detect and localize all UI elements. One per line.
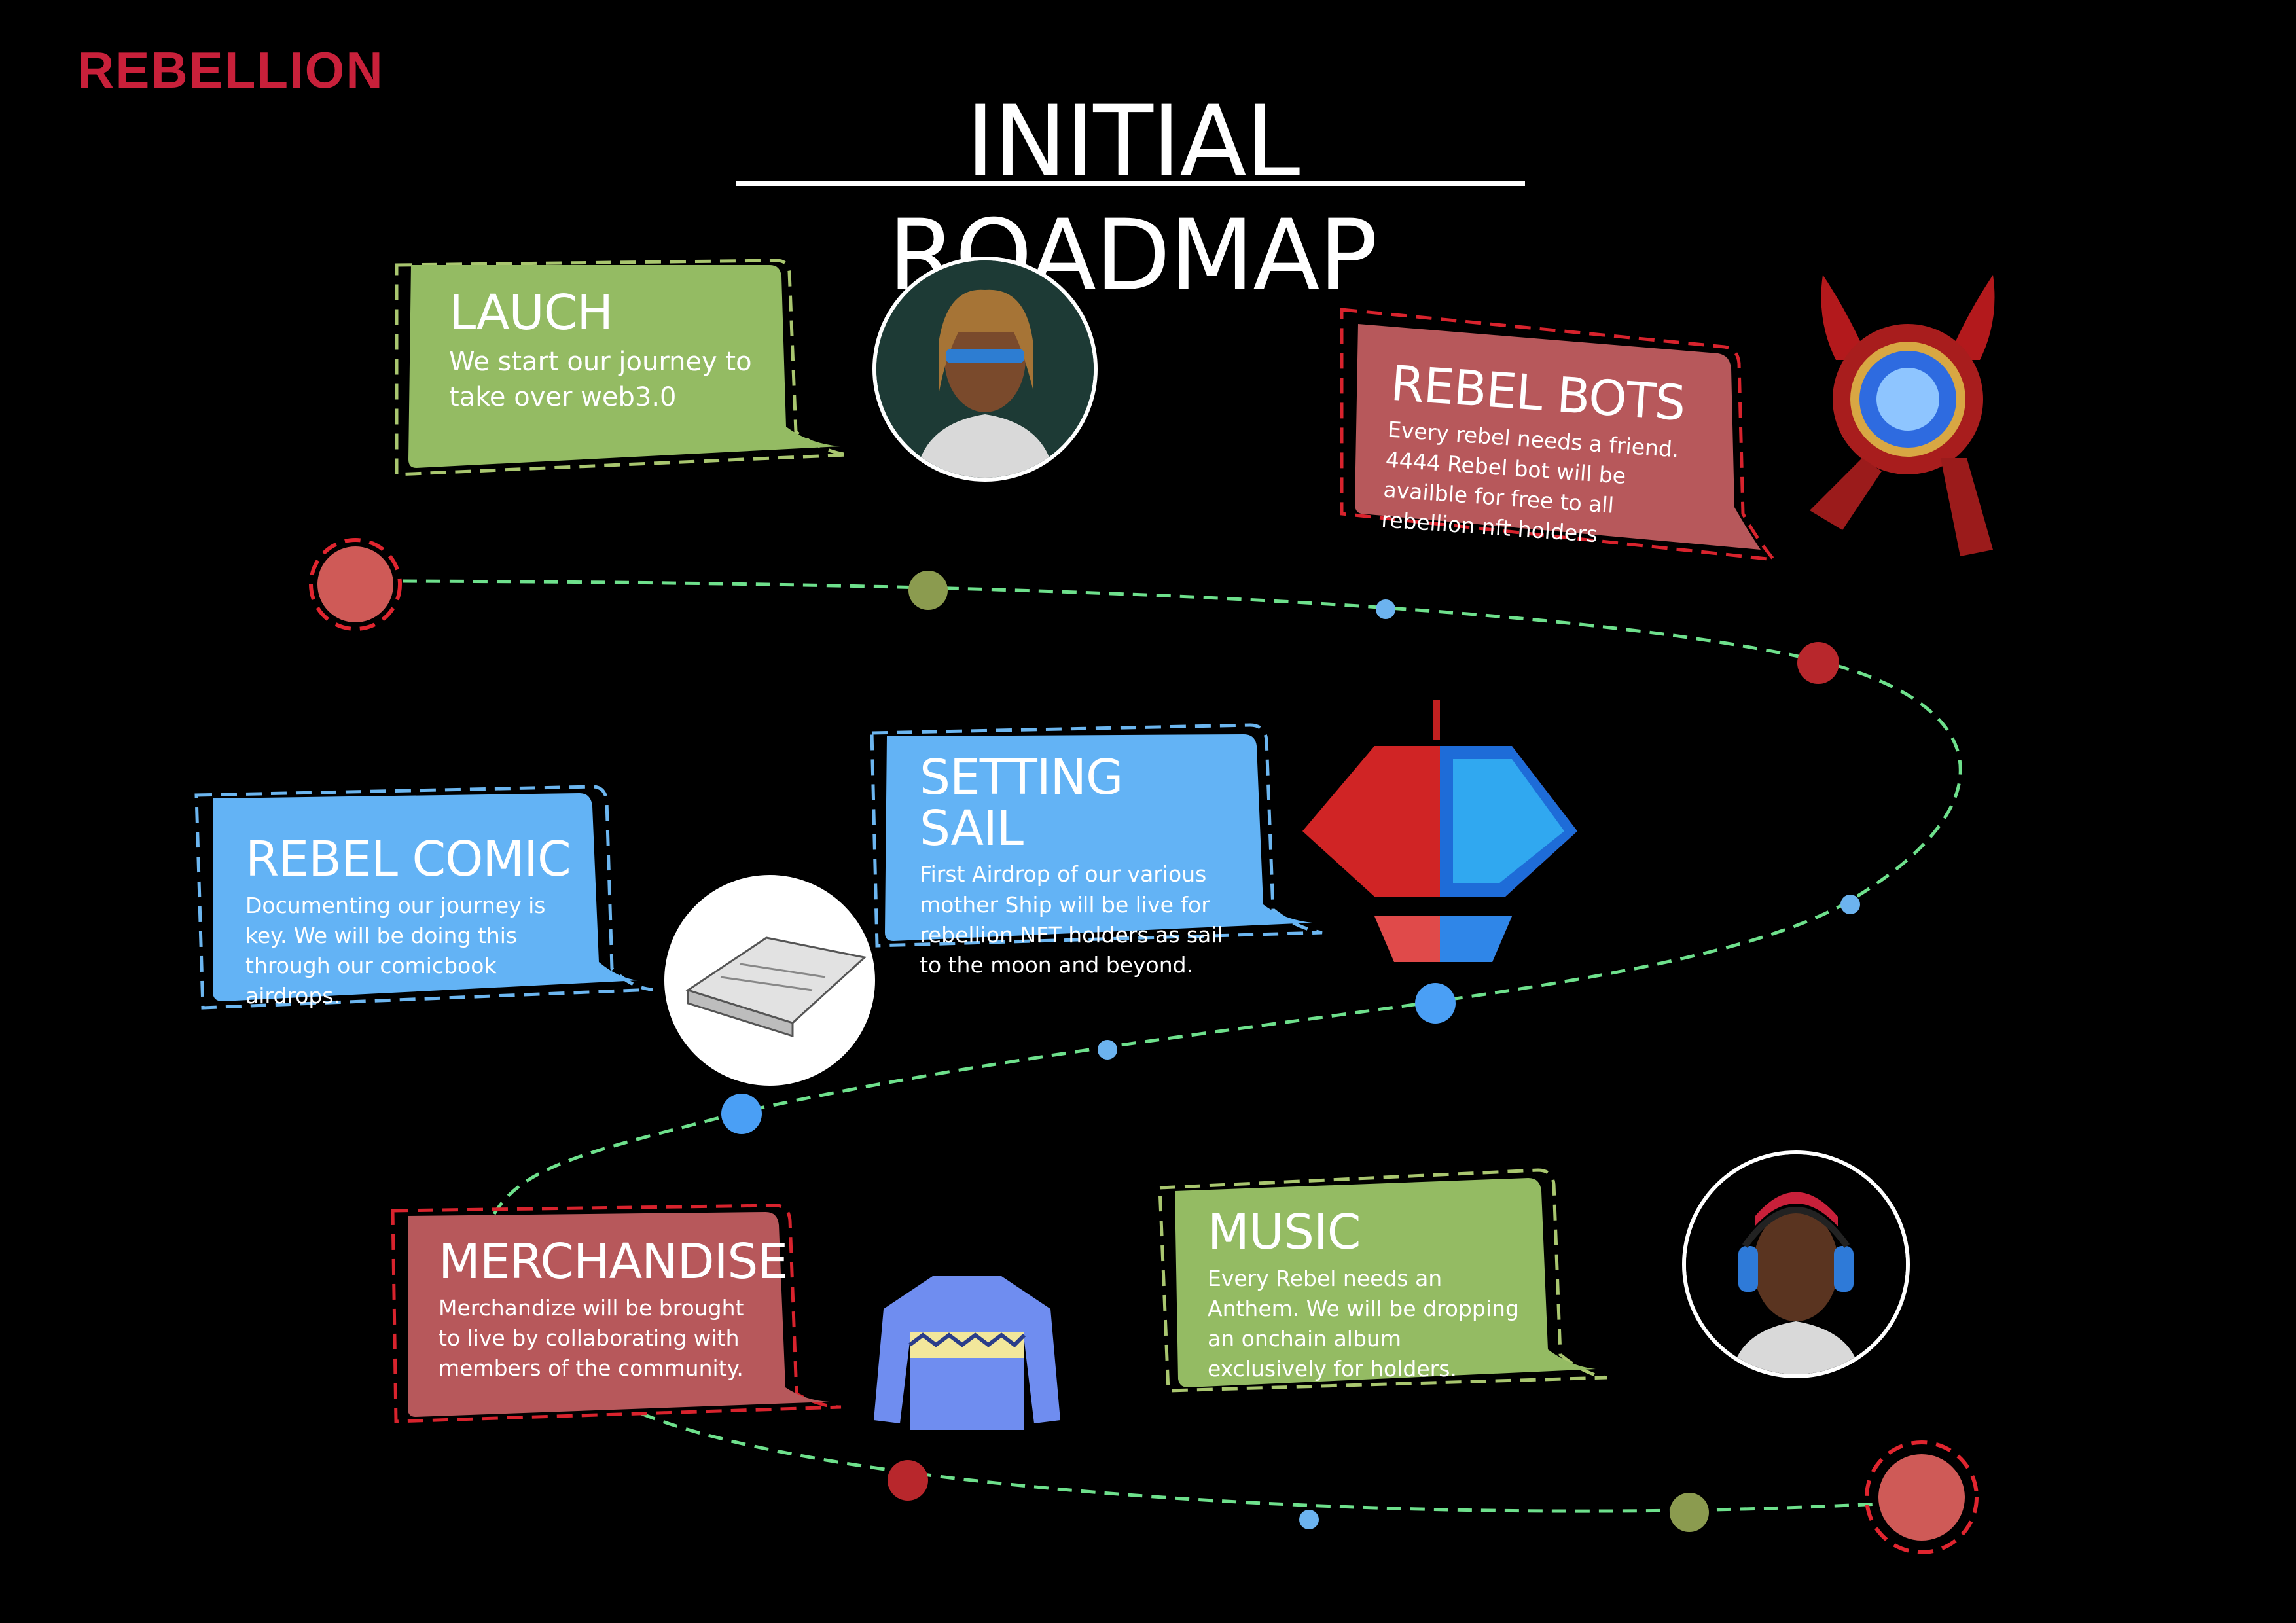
sweater-icon bbox=[874, 1270, 1060, 1430]
milestone-text: We start our journey to take over web3.0 bbox=[449, 346, 752, 412]
milestone-music: MUSIC Every Rebel needs an Anthem. We wi… bbox=[1152, 1165, 1610, 1397]
path-dot bbox=[1670, 1493, 1709, 1532]
milestone-title: SETTING SAIL bbox=[920, 749, 1123, 857]
path-dot bbox=[1098, 1040, 1117, 1060]
milestone-merchandise: MERCHANDISE Merchandize will be brought … bbox=[383, 1198, 848, 1427]
avatar-headphones-icon bbox=[1682, 1150, 1910, 1378]
milestone-setting-sail: SETTING SAIL First Airdrop of our variou… bbox=[864, 720, 1329, 978]
milestone-rebel-comic: REBEL COMIC Documenting our journey is k… bbox=[187, 779, 658, 1014]
brand-logo: REBELLION bbox=[77, 41, 384, 99]
path-dot bbox=[1840, 895, 1860, 914]
milestone-text: Every rebel needs a friend. 4444 Rebel b… bbox=[1380, 416, 1680, 548]
milestone-rebel-bots: REBEL BOTS Every rebel needs a friend. 4… bbox=[1332, 298, 1777, 573]
avatar-dreadlocks-icon bbox=[872, 257, 1098, 482]
title-underline bbox=[736, 181, 1525, 186]
milestone-text: Documenting our journey is key. We will … bbox=[245, 892, 546, 1009]
path-dot bbox=[888, 1460, 928, 1501]
milestone-title: LAUCH bbox=[449, 285, 613, 341]
end-node bbox=[1865, 1440, 1979, 1554]
milestone-title: MERCHANDISE bbox=[439, 1234, 788, 1290]
milestone-title: REBEL COMIC bbox=[245, 831, 571, 887]
milestone-text: First Airdrop of our various mother Ship… bbox=[920, 861, 1223, 978]
robot-icon bbox=[1797, 262, 2019, 563]
milestone-launch: LAUCH We start our journey to take over … bbox=[390, 255, 861, 481]
path-dot bbox=[1376, 599, 1395, 619]
milestone-text: Merchandize will be brought to live by c… bbox=[439, 1294, 744, 1382]
mothership-icon bbox=[1302, 700, 1577, 975]
card-border bbox=[395, 259, 849, 476]
path-dot bbox=[1415, 983, 1456, 1024]
start-node bbox=[309, 538, 402, 631]
milestone-title: MUSIC bbox=[1208, 1204, 1361, 1260]
path-dot bbox=[908, 571, 948, 610]
path-dot bbox=[721, 1094, 762, 1134]
path-dot bbox=[1299, 1510, 1319, 1529]
comic-book-icon bbox=[664, 875, 875, 1086]
milestone-text: Every Rebel needs an Anthem. We will be … bbox=[1208, 1265, 1519, 1382]
road-line bbox=[402, 579, 1964, 1513]
path-dot bbox=[1797, 642, 1839, 684]
page-title: INITIAL ROADMAP bbox=[888, 85, 1378, 313]
